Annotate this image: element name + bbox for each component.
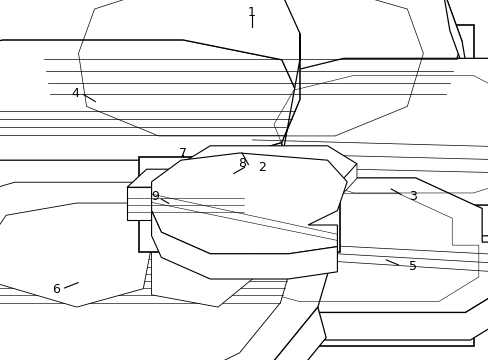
- Polygon shape: [0, 0, 299, 99]
- Polygon shape: [268, 181, 488, 236]
- Polygon shape: [166, 257, 488, 340]
- Polygon shape: [127, 169, 224, 187]
- Polygon shape: [151, 211, 337, 279]
- Text: 9: 9: [151, 190, 159, 203]
- Polygon shape: [51, 106, 449, 185]
- Polygon shape: [281, 33, 299, 159]
- Bar: [29, 25, 473, 346]
- Polygon shape: [127, 187, 205, 220]
- Polygon shape: [41, 41, 59, 149]
- Text: 6: 6: [52, 283, 60, 296]
- Polygon shape: [244, 58, 488, 205]
- Polygon shape: [442, 0, 468, 85]
- Text: 2: 2: [257, 161, 265, 174]
- Polygon shape: [181, 164, 200, 200]
- Text: 1: 1: [247, 6, 255, 19]
- Polygon shape: [205, 169, 224, 220]
- Polygon shape: [0, 182, 297, 360]
- Text: 5: 5: [408, 260, 416, 273]
- Polygon shape: [0, 307, 325, 360]
- Bar: [139, 157, 339, 252]
- Polygon shape: [166, 178, 488, 312]
- Polygon shape: [0, 40, 299, 172]
- Text: 7: 7: [179, 147, 187, 159]
- Polygon shape: [151, 153, 346, 254]
- Polygon shape: [0, 203, 151, 307]
- Text: 4: 4: [72, 87, 80, 100]
- Text: 3: 3: [408, 190, 416, 203]
- Polygon shape: [0, 143, 281, 212]
- Polygon shape: [151, 203, 255, 307]
- Polygon shape: [41, 0, 461, 142]
- Polygon shape: [181, 146, 356, 185]
- Polygon shape: [337, 164, 356, 200]
- Polygon shape: [0, 160, 338, 360]
- Text: 8: 8: [238, 157, 245, 170]
